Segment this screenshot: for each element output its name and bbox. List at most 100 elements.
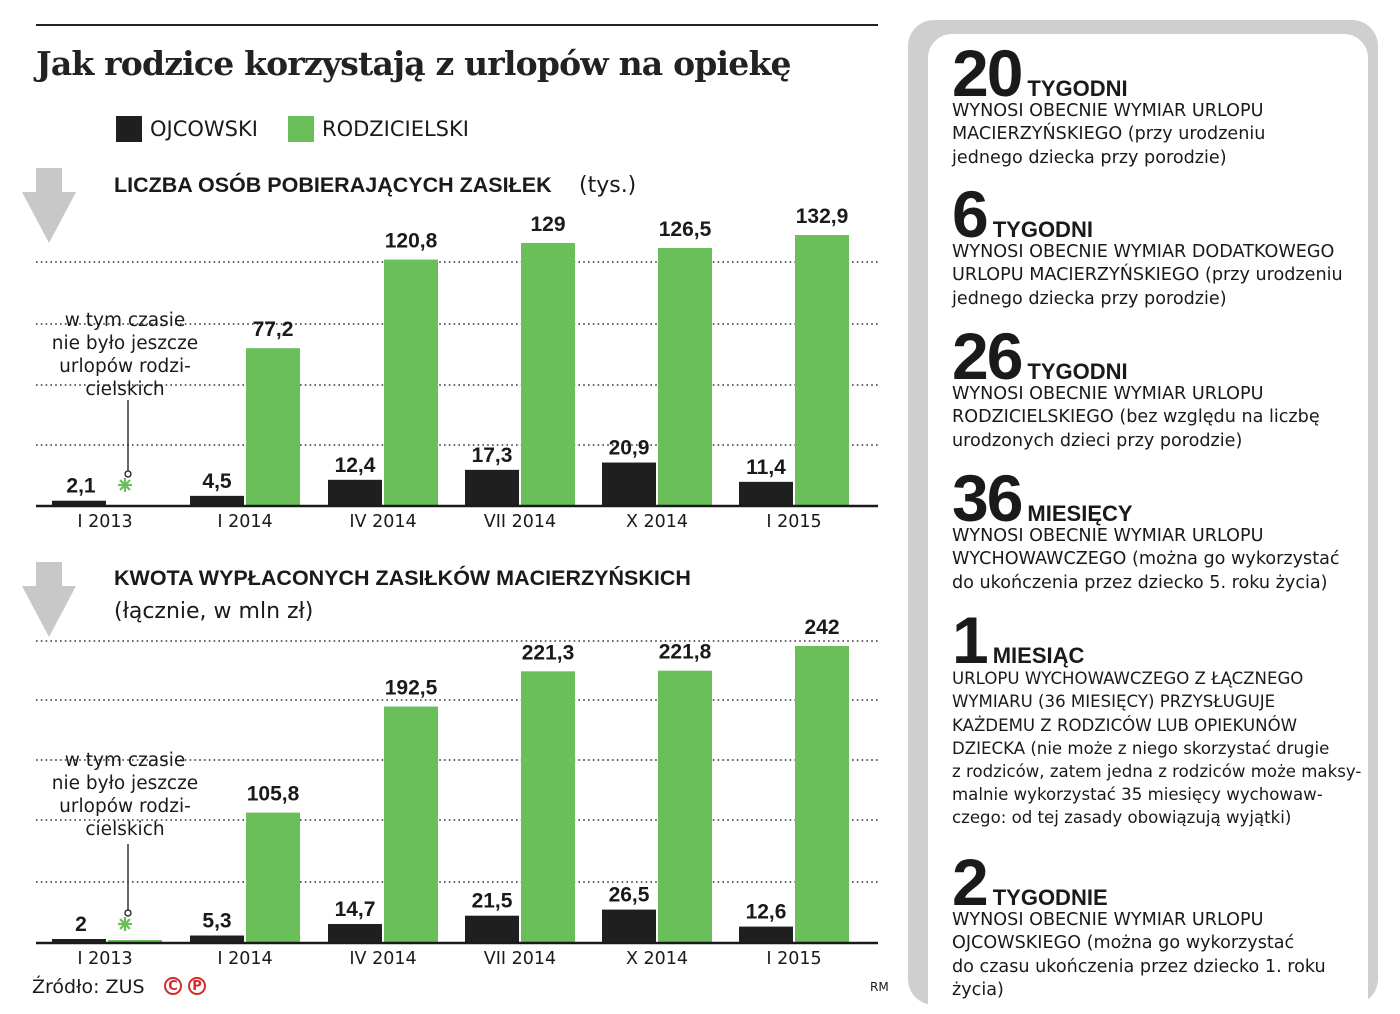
page-title: Jak rodzice korzystają z urlopów na opie… (36, 44, 792, 83)
category-label: I 2014 (217, 512, 272, 532)
fact-description: WYNOSI OBECNIE WYMIAR URLOPU WYCHOWAWCZE… (952, 526, 1340, 593)
bar-ojcowski (328, 479, 382, 505)
data-label-ojcowski: 12,4 (335, 454, 376, 477)
legend: OJCOWSKI RODZICIELSKI (116, 116, 499, 142)
fact-description: WYNOSI OBECNIE WYMIAR URLOPU OJCOWSKIEGO… (952, 910, 1326, 1000)
data-label-rodzicielski: 126,5 (659, 218, 712, 241)
down-arrow-icon (22, 562, 76, 637)
fact-item: 2 TYGODNIE WYNOSI OBECNIE WYMIAR URLOPU O… (952, 845, 1372, 1002)
copyright-c-icon: C (164, 977, 182, 995)
bar-ojcowski (739, 926, 793, 942)
asterisk-icon (118, 917, 132, 931)
category-label: VII 2014 (484, 512, 556, 532)
data-label-ojcowski: 5,3 (202, 910, 231, 933)
category-label: IV 2014 (349, 949, 416, 969)
chart-title: KWOTA WYPŁACONYCH ZASIŁKÓW MACIERZYŃSKIC… (114, 565, 691, 590)
legend-swatch-rodzicielski (287, 116, 314, 142)
chart-unit: (łącznie, w mln zł) (114, 599, 313, 624)
bar-ojcowski (52, 939, 106, 942)
data-label-rodzicielski: 192,5 (385, 677, 438, 700)
fact-description: WYNOSI OBECNIE WYMIAR DODATKOWEGO URLOPU… (952, 242, 1343, 309)
fact-unit: TYGODNI (1027, 359, 1128, 385)
data-label-rodzicielski: 120,8 (385, 230, 438, 253)
fact-description: URLOPU WYCHOWAWCZEGO Z ŁĄCZNEGO WYMIARU … (952, 669, 1362, 828)
category-label: I 2015 (766, 949, 821, 969)
legend-item-ojcowski: OJCOWSKI (116, 116, 258, 142)
fact-description: WYNOSI OBECNIE WYMIAR URLOPU RODZICIELSK… (952, 384, 1320, 451)
data-label-ojcowski: 26,5 (609, 884, 650, 907)
bar-ojcowski (602, 462, 656, 505)
note-text: w tym czasie nie było jeszcze urlopów rodz… (52, 750, 198, 840)
down-arrow-icon (22, 168, 76, 243)
bar-rodzicielski (521, 242, 575, 505)
bar-rodzicielski (795, 646, 849, 942)
bar-rodzicielski-empty (108, 940, 162, 942)
category-label: I 2013 (77, 512, 132, 532)
data-label-ojcowski: 2,1 (66, 475, 96, 498)
source-note: Źródło: ZUS (32, 976, 145, 998)
fact-item: 26 TYGODNI WYNOSI OBECNIE WYMIAR URLOPU R… (952, 319, 1372, 453)
fact-unit: MIESIĄC (992, 643, 1085, 669)
fact-number: 6 (952, 177, 989, 251)
bar-rodzicielski (658, 670, 712, 942)
data-label-ojcowski: 12,6 (746, 901, 787, 924)
chart-unit: (tys.) (579, 173, 636, 198)
copyright-p-icon: P (188, 977, 206, 995)
fact-item: 1 MIESIĄC URLOPU WYCHOWAWCZEGO Z ŁĄCZNEGO… (952, 603, 1372, 830)
asterisk-icon (118, 478, 132, 492)
legend-label-rodzicielski: RODZICIELSKI (321, 117, 469, 141)
bar-rodzicielski (384, 259, 438, 505)
bar-rodzicielski (521, 671, 575, 942)
fact-unit: MIESIĘCY (1027, 501, 1133, 527)
bar-rodzicielski (795, 235, 849, 505)
data-label-rodzicielski: 132,9 (796, 205, 849, 228)
bar-ojcowski (739, 481, 793, 505)
fact-item: 36 MIESIĘCY WYNOSI OBECNIE WYMIAR URLOPU … (952, 465, 1372, 595)
callout-dot (124, 470, 132, 478)
callout-dot (124, 909, 132, 917)
category-label: X 2014 (626, 949, 688, 969)
fact-number: 1 (952, 603, 989, 677)
credit: RM (870, 980, 889, 994)
fact-item: 6 TYGODNI WYNOSI OBECNIE WYMIAR DODATKOWE… (952, 177, 1372, 311)
fact-number: 26 (952, 319, 1023, 393)
note-text: w tym czasie nie było jeszcze urlopów rodz… (52, 310, 198, 400)
legend-item-rodzicielski: RODZICIELSKI (287, 116, 469, 142)
category-label: I 2015 (766, 512, 821, 532)
data-label-ojcowski: 17,3 (472, 444, 513, 467)
data-label-rodzicielski: 242 (804, 616, 839, 639)
legend-swatch-ojcowski (116, 116, 142, 142)
fact-number: 2 (952, 845, 989, 919)
bar-rodzicielski (658, 248, 712, 505)
category-label: IV 2014 (349, 512, 416, 532)
data-label-rodzicielski: 105,8 (247, 783, 300, 806)
data-label-rodzicielski: 221,8 (659, 641, 712, 664)
bar-ojcowski (190, 495, 244, 505)
bar-rodzicielski (246, 812, 300, 942)
bar-ojcowski (465, 469, 519, 505)
bar-rodzicielski (246, 348, 300, 505)
category-label: VII 2014 (484, 949, 556, 969)
bar-ojcowski (328, 924, 382, 942)
data-label-ojcowski: 20,9 (609, 437, 650, 460)
bar-rodzicielski (384, 706, 438, 942)
data-label-ojcowski: 2 (75, 913, 87, 936)
category-label: X 2014 (626, 512, 688, 532)
bar-ojcowski (602, 909, 656, 942)
legend-label-ojcowski: OJCOWSKI (150, 117, 258, 141)
fact-unit: TYGODNI (1027, 76, 1128, 102)
fact-number: 20 (952, 36, 1023, 110)
data-label-ojcowski: 21,5 (472, 890, 513, 913)
data-label-rodzicielski: 77,2 (253, 318, 294, 341)
fact-unit: TYGODNI (992, 217, 1093, 243)
data-label-ojcowski: 14,7 (335, 898, 376, 921)
category-label: I 2013 (77, 949, 132, 969)
category-label: I 2014 (217, 949, 272, 969)
data-label-ojcowski: 11,4 (746, 456, 786, 479)
data-label-rodzicielski: 129 (530, 213, 565, 236)
fact-item: 20 TYGODNI WYNOSI OBECNIE WYMIAR URLOPU M… (952, 36, 1372, 170)
fact-description: WYNOSI OBECNIE WYMIAR URLOPU MACIERZYŃSK… (952, 101, 1266, 168)
data-label-ojcowski: 4,5 (202, 470, 232, 493)
top-rule (36, 24, 878, 26)
chart-title: LICZBA OSÓB POBIERAJĄCYCH ZASIŁEK (114, 172, 552, 197)
